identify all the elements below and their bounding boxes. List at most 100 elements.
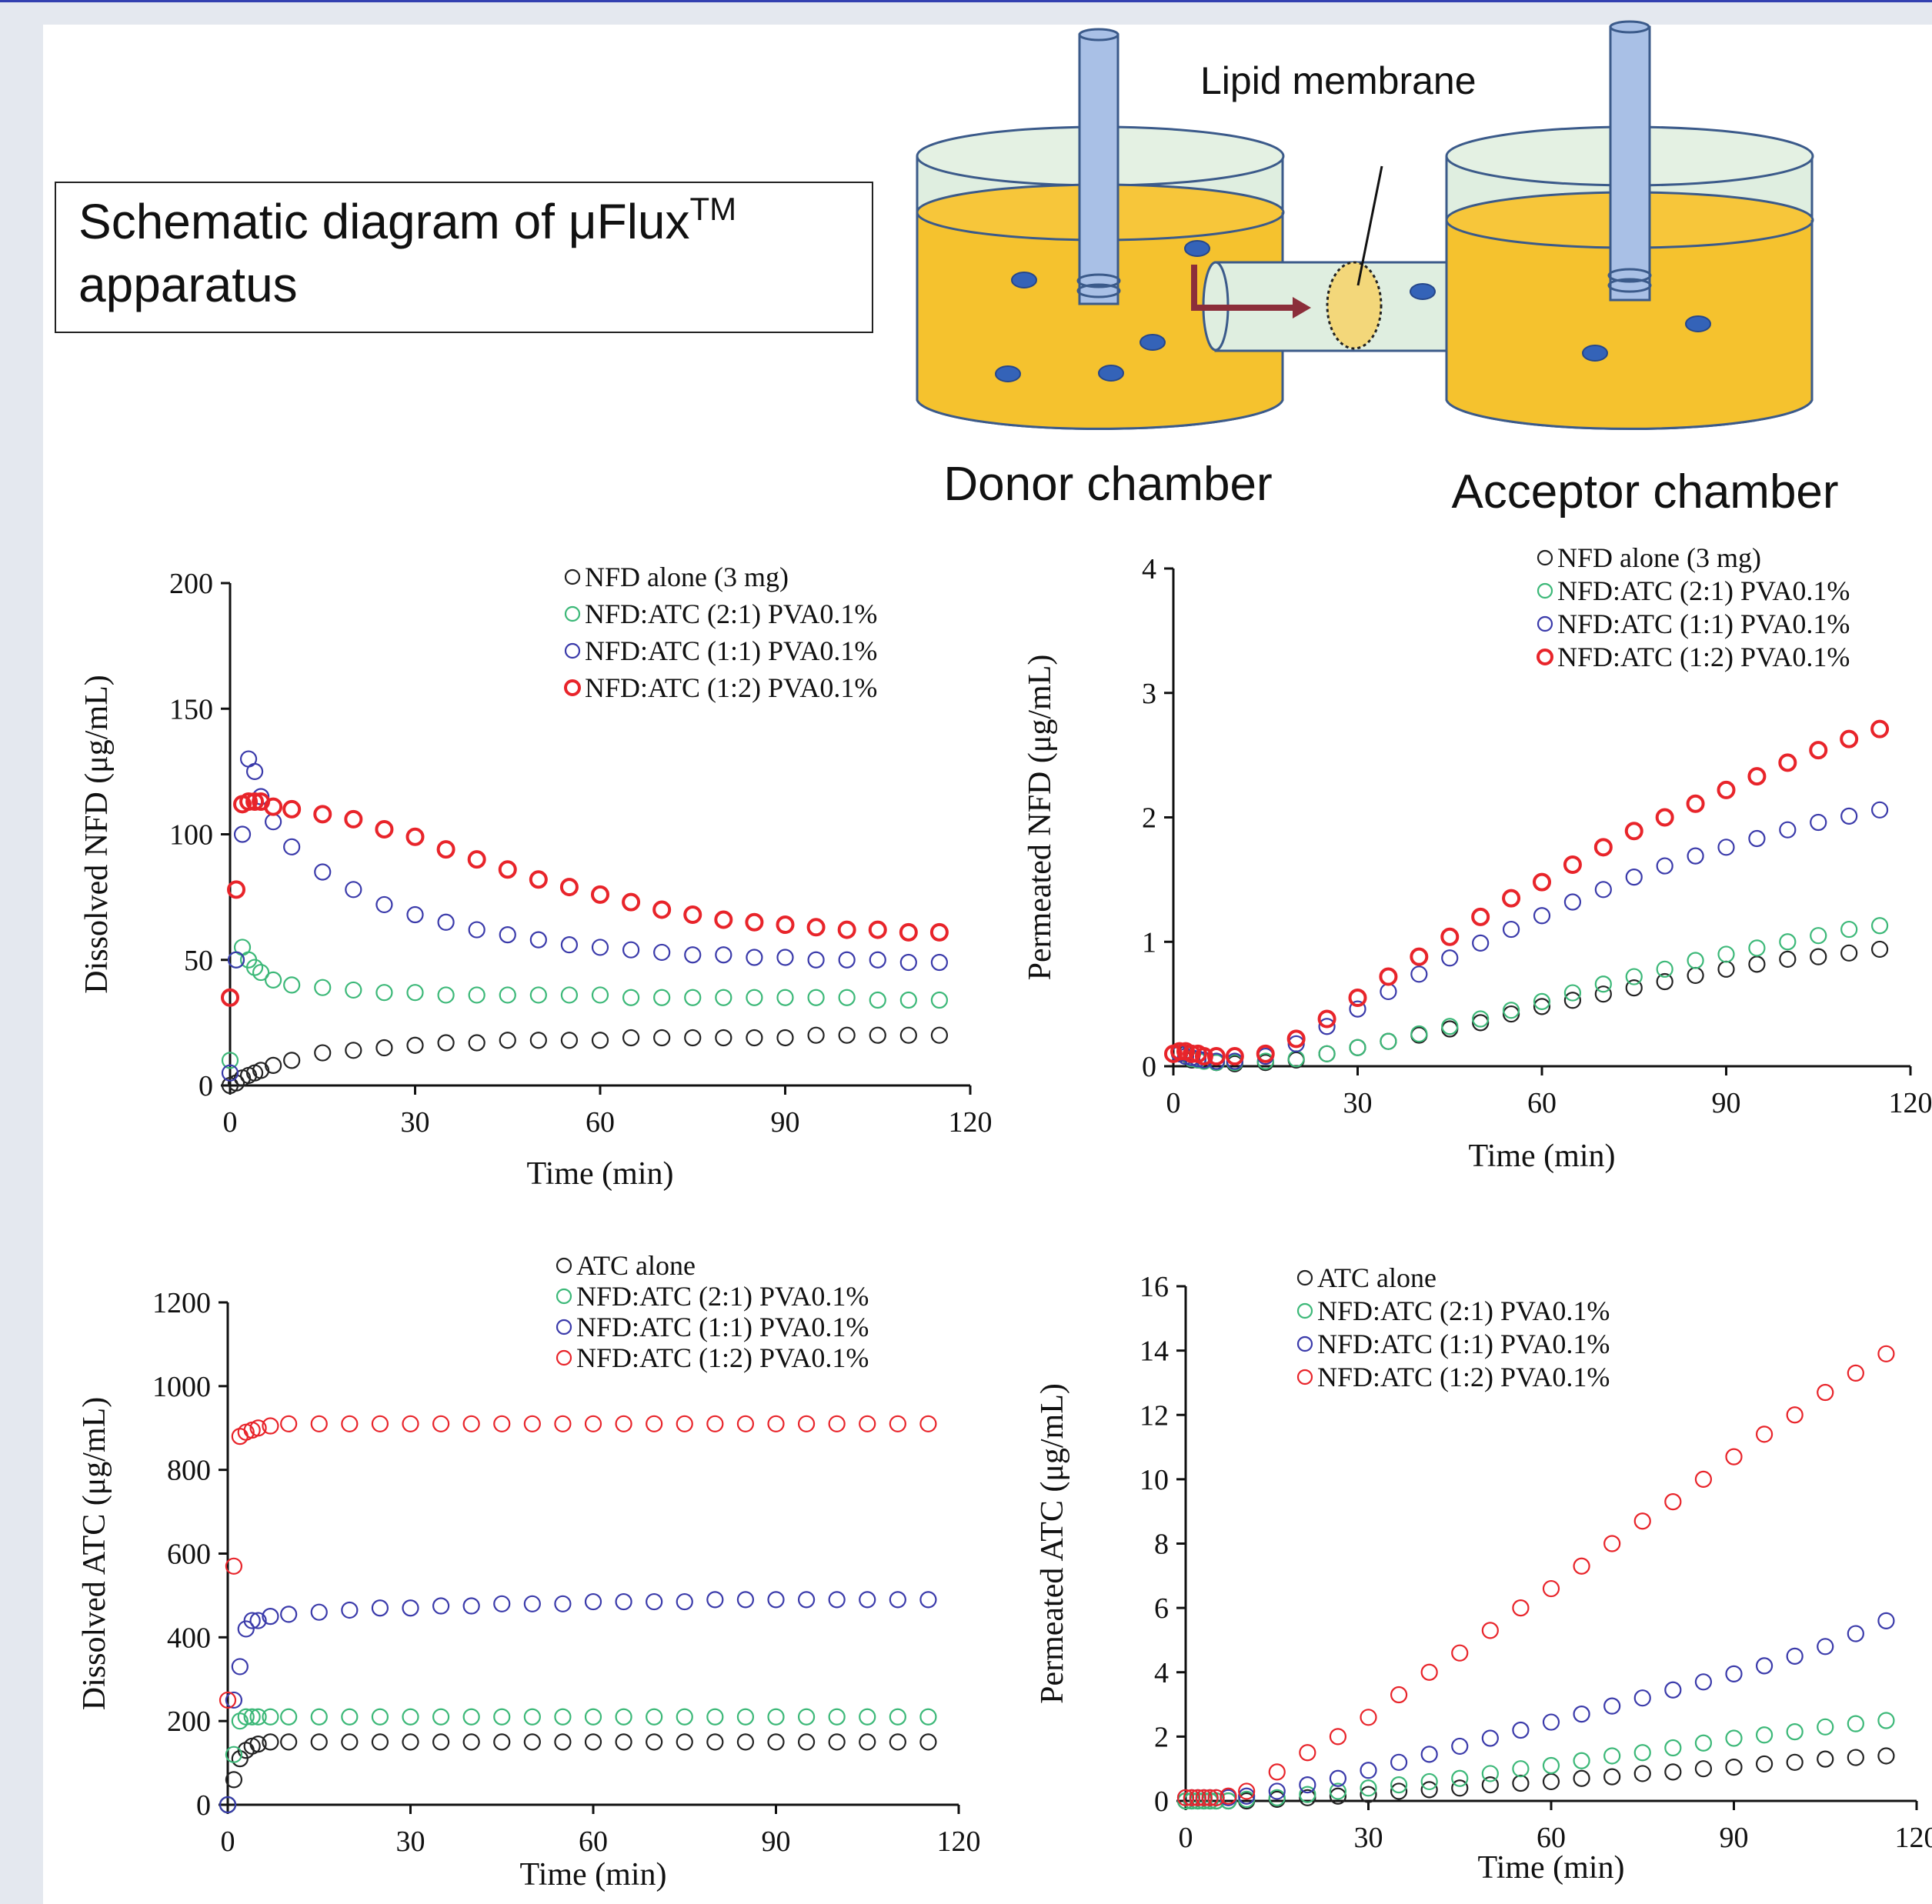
data-point xyxy=(1189,1789,1206,1806)
data-point xyxy=(929,922,949,942)
legend-label: NFD:ATC (1:1) PVA0.1% xyxy=(1557,609,1850,639)
data-point xyxy=(746,1029,763,1047)
data-point xyxy=(265,971,282,989)
data-point xyxy=(249,1735,267,1753)
data-point xyxy=(1725,1758,1743,1776)
data-point xyxy=(1348,989,1367,1008)
data-point xyxy=(622,989,640,1006)
x-tick-label: 30 xyxy=(401,1106,430,1139)
data-point xyxy=(1633,1744,1651,1762)
data-point xyxy=(554,1415,572,1432)
data-point xyxy=(1502,1002,1520,1019)
data-point xyxy=(584,1415,602,1432)
data-point xyxy=(584,1733,602,1751)
data-point xyxy=(1329,1728,1347,1746)
data-point xyxy=(523,1708,541,1726)
x-tick-label: 60 xyxy=(586,1106,615,1139)
data-point xyxy=(529,931,547,949)
data-point xyxy=(1847,1749,1864,1766)
data-point xyxy=(1656,960,1673,978)
data-point xyxy=(828,1708,846,1726)
data-point xyxy=(584,1708,602,1726)
data-point xyxy=(1533,872,1551,892)
data-point xyxy=(646,1592,663,1611)
legend-marker xyxy=(564,569,581,585)
data-point xyxy=(838,1026,856,1044)
data-point xyxy=(529,1032,547,1049)
data-point xyxy=(930,953,949,972)
data-point xyxy=(584,1592,602,1611)
y-tick-label: 600 xyxy=(167,1539,211,1571)
data-point xyxy=(493,1733,511,1751)
data-point xyxy=(1451,1644,1469,1662)
data-point xyxy=(225,1691,243,1709)
data-point xyxy=(828,1733,846,1751)
data-point xyxy=(1686,794,1705,813)
x-axis-title: Time (min) xyxy=(1469,1139,1616,1174)
data-point xyxy=(437,1034,455,1052)
data-point xyxy=(1390,1776,1408,1794)
data-point xyxy=(221,1064,239,1082)
data-point xyxy=(1870,719,1890,739)
data-point xyxy=(683,905,702,924)
legend-marker xyxy=(1537,615,1553,632)
x-tick-label: 60 xyxy=(1537,1822,1566,1854)
data-point xyxy=(1563,992,1582,1009)
diagram-title: Schematic diagram of μFluxTM xyxy=(78,191,736,249)
data-point xyxy=(371,1733,389,1751)
data-point xyxy=(375,984,393,1002)
data-point xyxy=(1633,1765,1651,1782)
data-point xyxy=(1664,1739,1682,1757)
data-point xyxy=(1594,881,1612,899)
data-point xyxy=(646,1415,663,1432)
data-point xyxy=(560,1032,579,1049)
data-point xyxy=(1420,1781,1438,1799)
legend-marker xyxy=(1296,1335,1313,1352)
data-point xyxy=(767,1415,785,1432)
legend-marker xyxy=(564,679,581,696)
title-sup: TM xyxy=(690,191,737,227)
data-point xyxy=(468,921,486,939)
data-point xyxy=(706,1708,724,1726)
data-point xyxy=(523,1415,541,1432)
data-point xyxy=(219,1691,237,1709)
data-point xyxy=(869,1026,886,1044)
data-point xyxy=(239,792,259,812)
data-point xyxy=(684,946,702,964)
y-tick-label: 1 xyxy=(1142,926,1156,959)
data-point xyxy=(314,1044,332,1062)
legend-label: NFD:ATC (2:1) PVA0.1% xyxy=(1317,1295,1610,1326)
y-tick-label: 0 xyxy=(199,1070,213,1102)
data-point xyxy=(371,1599,389,1617)
y-tick-label: 4 xyxy=(1154,1657,1169,1689)
data-point xyxy=(646,1708,663,1726)
data-point xyxy=(1755,1657,1774,1675)
chart: 0 2 4 6 8 10 12 14 16 0 30 60 90 120 Time (min) Permeat… xyxy=(1035,1262,1932,1886)
data-point xyxy=(529,986,547,1004)
legend-marker xyxy=(564,642,581,659)
data-point xyxy=(889,1415,906,1432)
data-point xyxy=(1533,992,1551,1010)
data-point xyxy=(1410,965,1428,983)
data-point xyxy=(462,1597,480,1615)
data-point xyxy=(282,799,302,819)
data-point xyxy=(1779,950,1797,968)
data-point xyxy=(280,1606,298,1623)
data-point xyxy=(249,1612,267,1629)
data-point xyxy=(1656,857,1673,875)
data-point xyxy=(243,1708,261,1726)
data-point xyxy=(838,951,856,969)
data-point xyxy=(1748,829,1766,848)
data-point xyxy=(314,979,332,996)
data-point xyxy=(1379,967,1398,986)
data-point xyxy=(1603,1768,1621,1786)
data-point xyxy=(797,1733,816,1751)
data-point xyxy=(436,840,455,859)
data-point xyxy=(1809,741,1828,760)
data-point xyxy=(402,1708,419,1726)
x-tick-label: 0 xyxy=(1166,1087,1181,1119)
legend-label: ATC alone xyxy=(1317,1262,1436,1293)
data-point xyxy=(1183,1789,1201,1806)
data-point xyxy=(1471,907,1490,926)
